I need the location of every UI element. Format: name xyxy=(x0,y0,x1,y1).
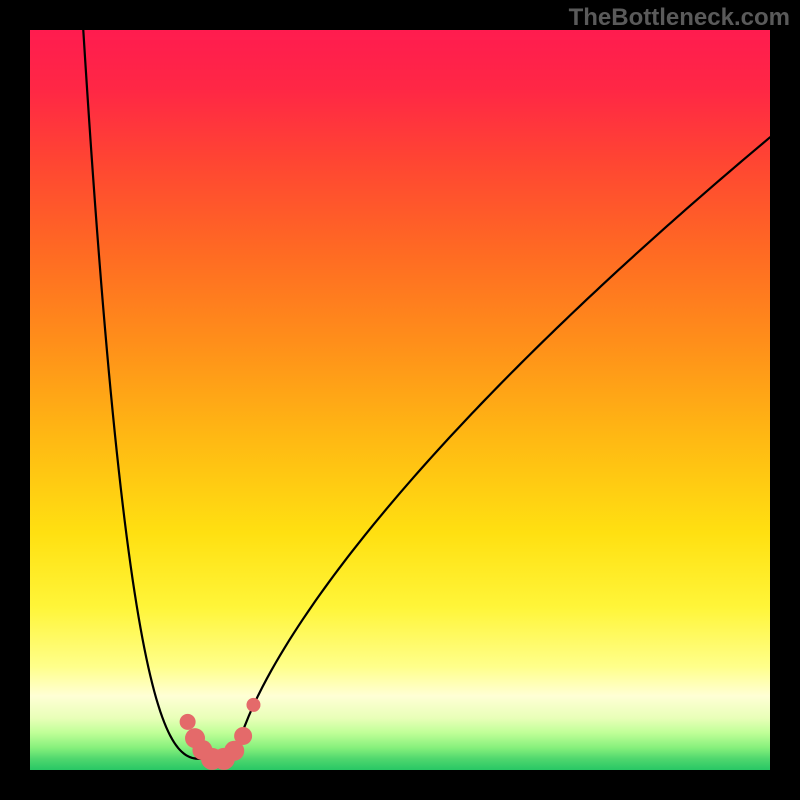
watermark-text: TheBottleneck.com xyxy=(569,4,790,32)
curve-marker xyxy=(246,698,260,712)
curve-marker xyxy=(234,727,252,745)
chart-svg xyxy=(0,0,800,800)
chart-outer: TheBottleneck.com xyxy=(0,0,800,800)
plot-background xyxy=(30,30,770,770)
curve-marker xyxy=(180,714,196,730)
